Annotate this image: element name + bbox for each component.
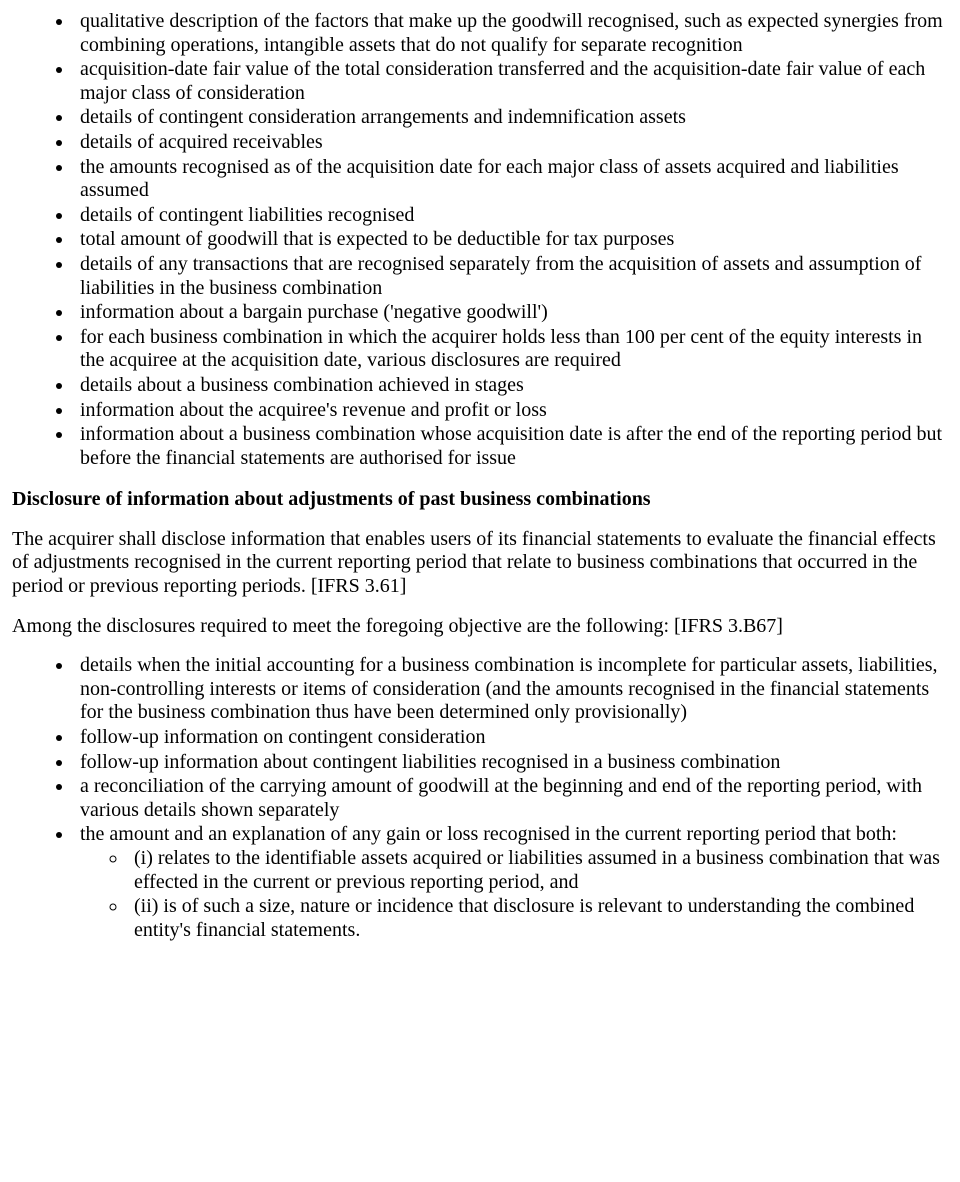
body-paragraph: Among the disclosures required to meet t… (12, 615, 948, 639)
list-item: details of contingent liabilities recogn… (74, 204, 948, 228)
list-item: acquisition-date fair value of the total… (74, 58, 948, 105)
list-item: the amounts recognised as of the acquisi… (74, 156, 948, 203)
list-item: a reconciliation of the carrying amount … (74, 775, 948, 822)
list-item: total amount of goodwill that is expecte… (74, 228, 948, 252)
list-item-text: the amount and an explanation of any gai… (80, 823, 897, 845)
list-item: follow-up information on contingent cons… (74, 726, 948, 750)
body-paragraph: The acquirer shall disclose information … (12, 528, 948, 599)
disclosure-list-2: details when the initial accounting for … (12, 654, 948, 942)
list-item: details about a business combination ach… (74, 374, 948, 398)
list-item: follow-up information about contingent l… (74, 751, 948, 775)
list-item: information about a bargain purchase ('n… (74, 301, 948, 325)
nested-list-item: (i) relates to the identifiable assets a… (128, 847, 948, 894)
disclosure-list-1: qualitative description of the factors t… (12, 10, 948, 470)
list-item: details of acquired receivables (74, 131, 948, 155)
list-item: information about a business combination… (74, 423, 948, 470)
list-item: details of contingent consideration arra… (74, 106, 948, 130)
list-item: the amount and an explanation of any gai… (74, 823, 948, 942)
list-item: information about the acquiree's revenue… (74, 399, 948, 423)
section-heading: Disclosure of information about adjustme… (12, 488, 948, 512)
list-item: details of any transactions that are rec… (74, 253, 948, 300)
nested-list: (i) relates to the identifiable assets a… (80, 847, 948, 942)
list-item: qualitative description of the factors t… (74, 10, 948, 57)
list-item: for each business combination in which t… (74, 326, 948, 373)
list-item: details when the initial accounting for … (74, 654, 948, 725)
nested-list-item: (ii) is of such a size, nature or incide… (128, 895, 948, 942)
